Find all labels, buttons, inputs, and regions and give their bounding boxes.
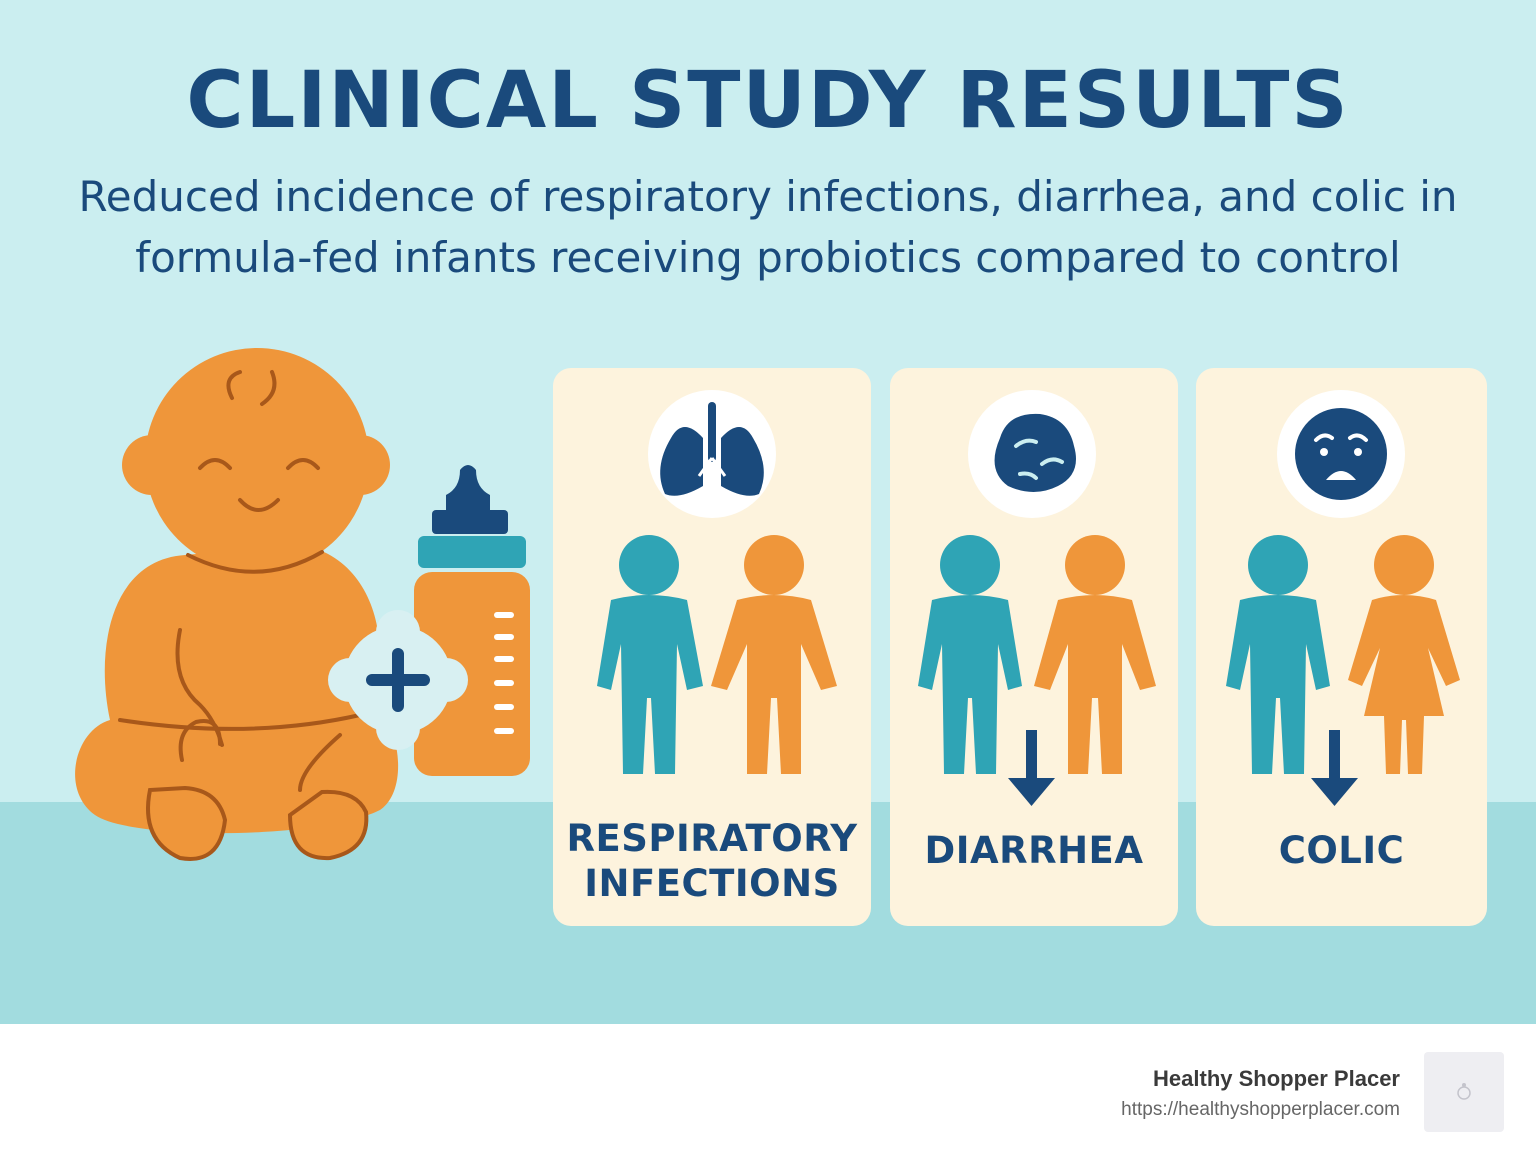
person-icon-control — [711, 535, 837, 774]
card-label-respiratory-line2: INFECTIONS — [584, 862, 840, 905]
down-arrow-icon — [1311, 730, 1358, 806]
plus-badge-icon — [328, 610, 468, 750]
brand-logo[interactable] — [1424, 1052, 1504, 1132]
crying-face-icon — [1295, 408, 1387, 500]
page-title: CLINICAL STUDY RESULTS — [186, 56, 1350, 146]
person-icon-control — [1034, 535, 1156, 774]
infographic-panel: CLINICAL STUDY RESULTS Reduced incidence… — [0, 0, 1536, 1024]
baby-bottle-icon — [414, 465, 530, 776]
card-label-respiratory-line1: RESPIRATORY — [566, 817, 858, 860]
person-icon-control — [1348, 535, 1460, 774]
baby-icon — [75, 348, 399, 861]
footer — [0, 1024, 1536, 1154]
bacteria-icon — [994, 413, 1076, 492]
page-subtitle: Reduced incidence of respiratory infecti… — [78, 172, 1458, 282]
down-arrow-icon — [1008, 730, 1055, 806]
brand-logo-icon — [1457, 1083, 1471, 1100]
result-card-diarrhea: DIARRHEA — [890, 368, 1178, 926]
card-label-colic: COLIC — [1278, 829, 1405, 872]
result-card-respiratory: RESPIRATORY INFECTIONS — [553, 368, 871, 926]
card-label-diarrhea: DIARRHEA — [924, 829, 1144, 872]
brand-url[interactable]: https://healthyshopperplacer.com — [1121, 1099, 1400, 1120]
brand-name[interactable]: Healthy Shopper Placer — [1153, 1066, 1400, 1091]
person-icon-probiotic — [918, 535, 1022, 774]
result-card-colic: COLIC — [1196, 368, 1487, 926]
lungs-icon — [660, 402, 764, 496]
person-icon-probiotic — [1226, 535, 1330, 774]
baby-with-bottle-illustration — [75, 348, 530, 861]
person-icon-probiotic — [597, 535, 703, 774]
